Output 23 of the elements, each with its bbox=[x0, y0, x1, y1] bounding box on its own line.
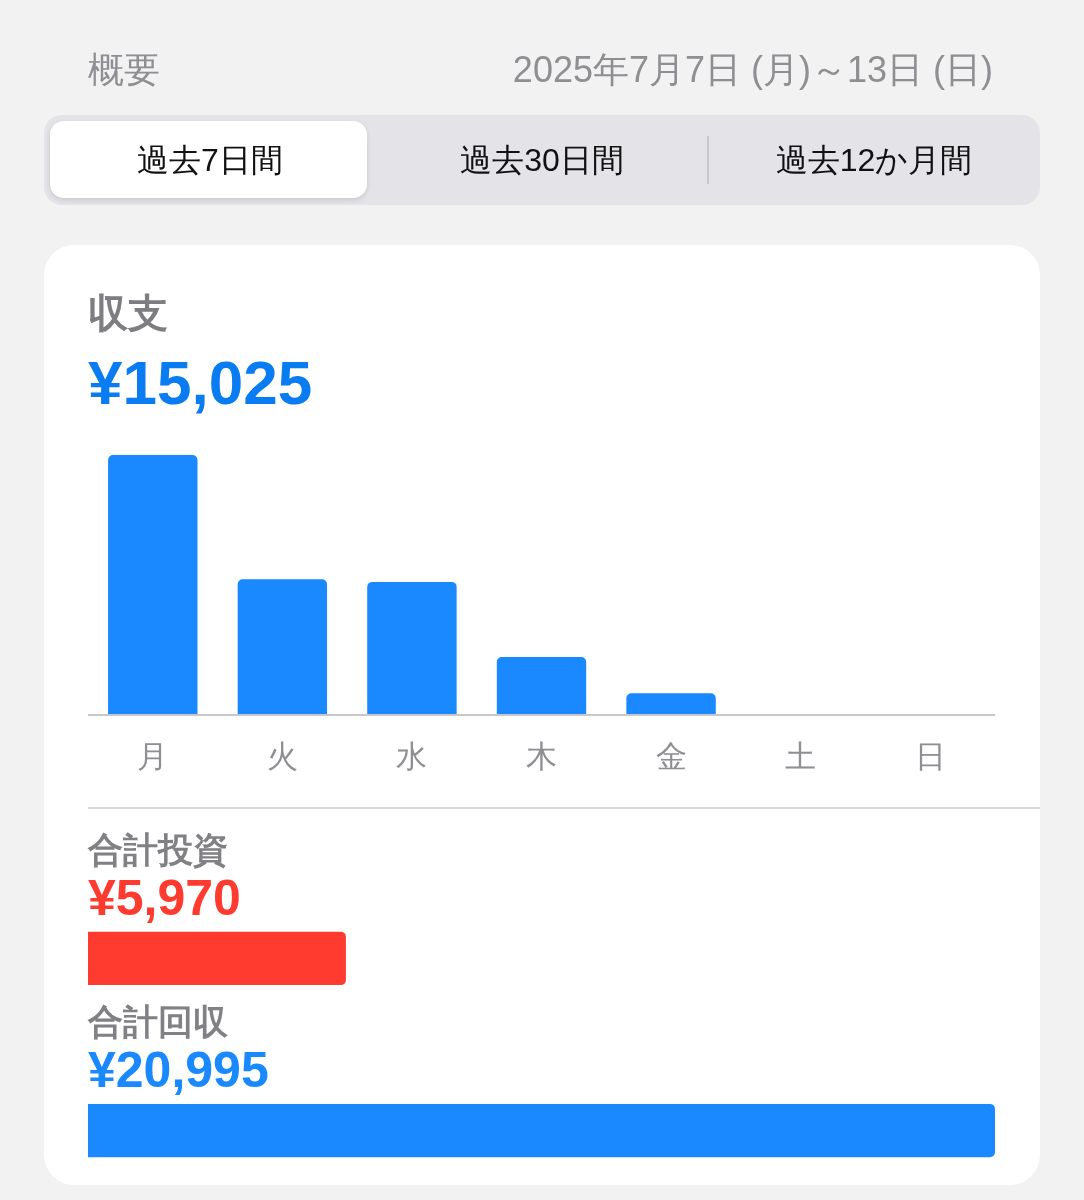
text: 過去30日間 bbox=[460, 141, 624, 179]
text: 過去12か月間 bbox=[775, 141, 973, 179]
text: 2025年7月7日 (月)～13日 (日) bbox=[512, 49, 993, 91]
data-label: ¥5,970 bbox=[88, 869, 241, 928]
annotation: 合計回収 bbox=[88, 1001, 228, 1042]
x-tick-label: 日 bbox=[914, 738, 946, 774]
x-tick-label: 水 bbox=[396, 738, 428, 774]
chart-title: 収支 bbox=[88, 290, 168, 336]
text: 合計投資 bbox=[88, 829, 228, 870]
bar bbox=[237, 579, 328, 714]
x-tick-label: 火 bbox=[266, 738, 298, 774]
chart-subtitle: ¥15,025 bbox=[88, 347, 313, 419]
x-tick-label: 木 bbox=[526, 738, 557, 774]
x-tick-label: 月 bbox=[137, 738, 169, 774]
bar bbox=[367, 581, 457, 714]
text: 概要 bbox=[88, 49, 160, 91]
bar bbox=[496, 657, 587, 714]
bar bbox=[626, 693, 716, 714]
x-tick-label: 土 bbox=[785, 738, 817, 774]
text: 過去7日間 bbox=[137, 141, 283, 179]
bar bbox=[108, 455, 198, 714]
x-tick-label: 金 bbox=[655, 738, 687, 774]
data-label: ¥20,995 bbox=[88, 1042, 269, 1100]
